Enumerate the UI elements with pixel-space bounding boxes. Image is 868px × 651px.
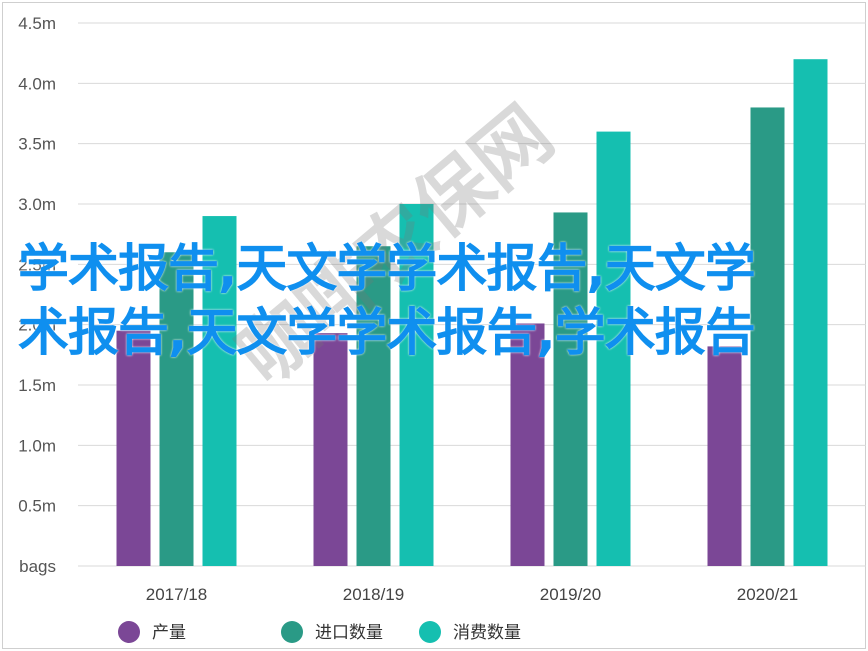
y-tick-label: 4.5m [18,14,56,33]
bar-1-2 [313,333,348,566]
bar-3-3 [596,131,631,566]
x-category-label: 2019/20 [540,585,601,604]
legend-swatch [118,621,140,643]
y-tick-label: bags [19,557,56,576]
y-tick-label: 1.0m [18,436,56,455]
legend-item: 进口数量 [281,621,383,643]
bar-1-1 [116,330,151,566]
bar-2-2 [356,246,391,566]
y-tick-label: 2.0m [18,316,56,335]
y-tick-label: 3.0m [18,195,56,214]
bar-3-1 [202,216,237,567]
x-category-label: 2018/19 [343,585,404,604]
y-tick-label: 1.5m [18,376,56,395]
bar-3-2 [399,204,434,566]
legend-swatch [419,621,441,643]
bar-2-4 [750,107,785,566]
y-tick-label: 4.0m [18,74,56,93]
legend-item: 消费数量 [419,621,521,643]
bar-1-3 [510,323,545,566]
y-axis-ticks: bags 0.5m 1.0m 1.5m 2.0m 2.5m 3.0m 3.5m 4.0m 4.5m [18,14,56,576]
x-axis-categories: 2017/18 2018/19 2019/20 2020/21 [146,585,798,604]
bar-1-4 [707,346,742,566]
legend: 产量 进口数量 消费数量 [118,621,521,643]
legend-label: 产量 [152,623,186,643]
y-tick-label: 0.5m [18,497,56,516]
legend-label: 消费数量 [453,623,521,643]
x-category-label: 2020/21 [737,585,798,604]
bar-2-1 [159,252,194,566]
x-category-label: 2017/18 [146,585,207,604]
legend-item: 产量 [118,621,186,643]
overlay-title-text: 学术报告,天文学学术报告,天文学术报告,天文学学术报告,学术报告 [18,240,756,363]
bar-2-3 [553,212,588,567]
legend-swatch [281,621,303,643]
y-tick-label: 3.5m [18,135,56,154]
legend-label: 进口数量 [315,623,383,643]
bar-3-4 [793,59,828,566]
y-tick-label: 2.5m [18,255,56,274]
bars [116,59,828,567]
